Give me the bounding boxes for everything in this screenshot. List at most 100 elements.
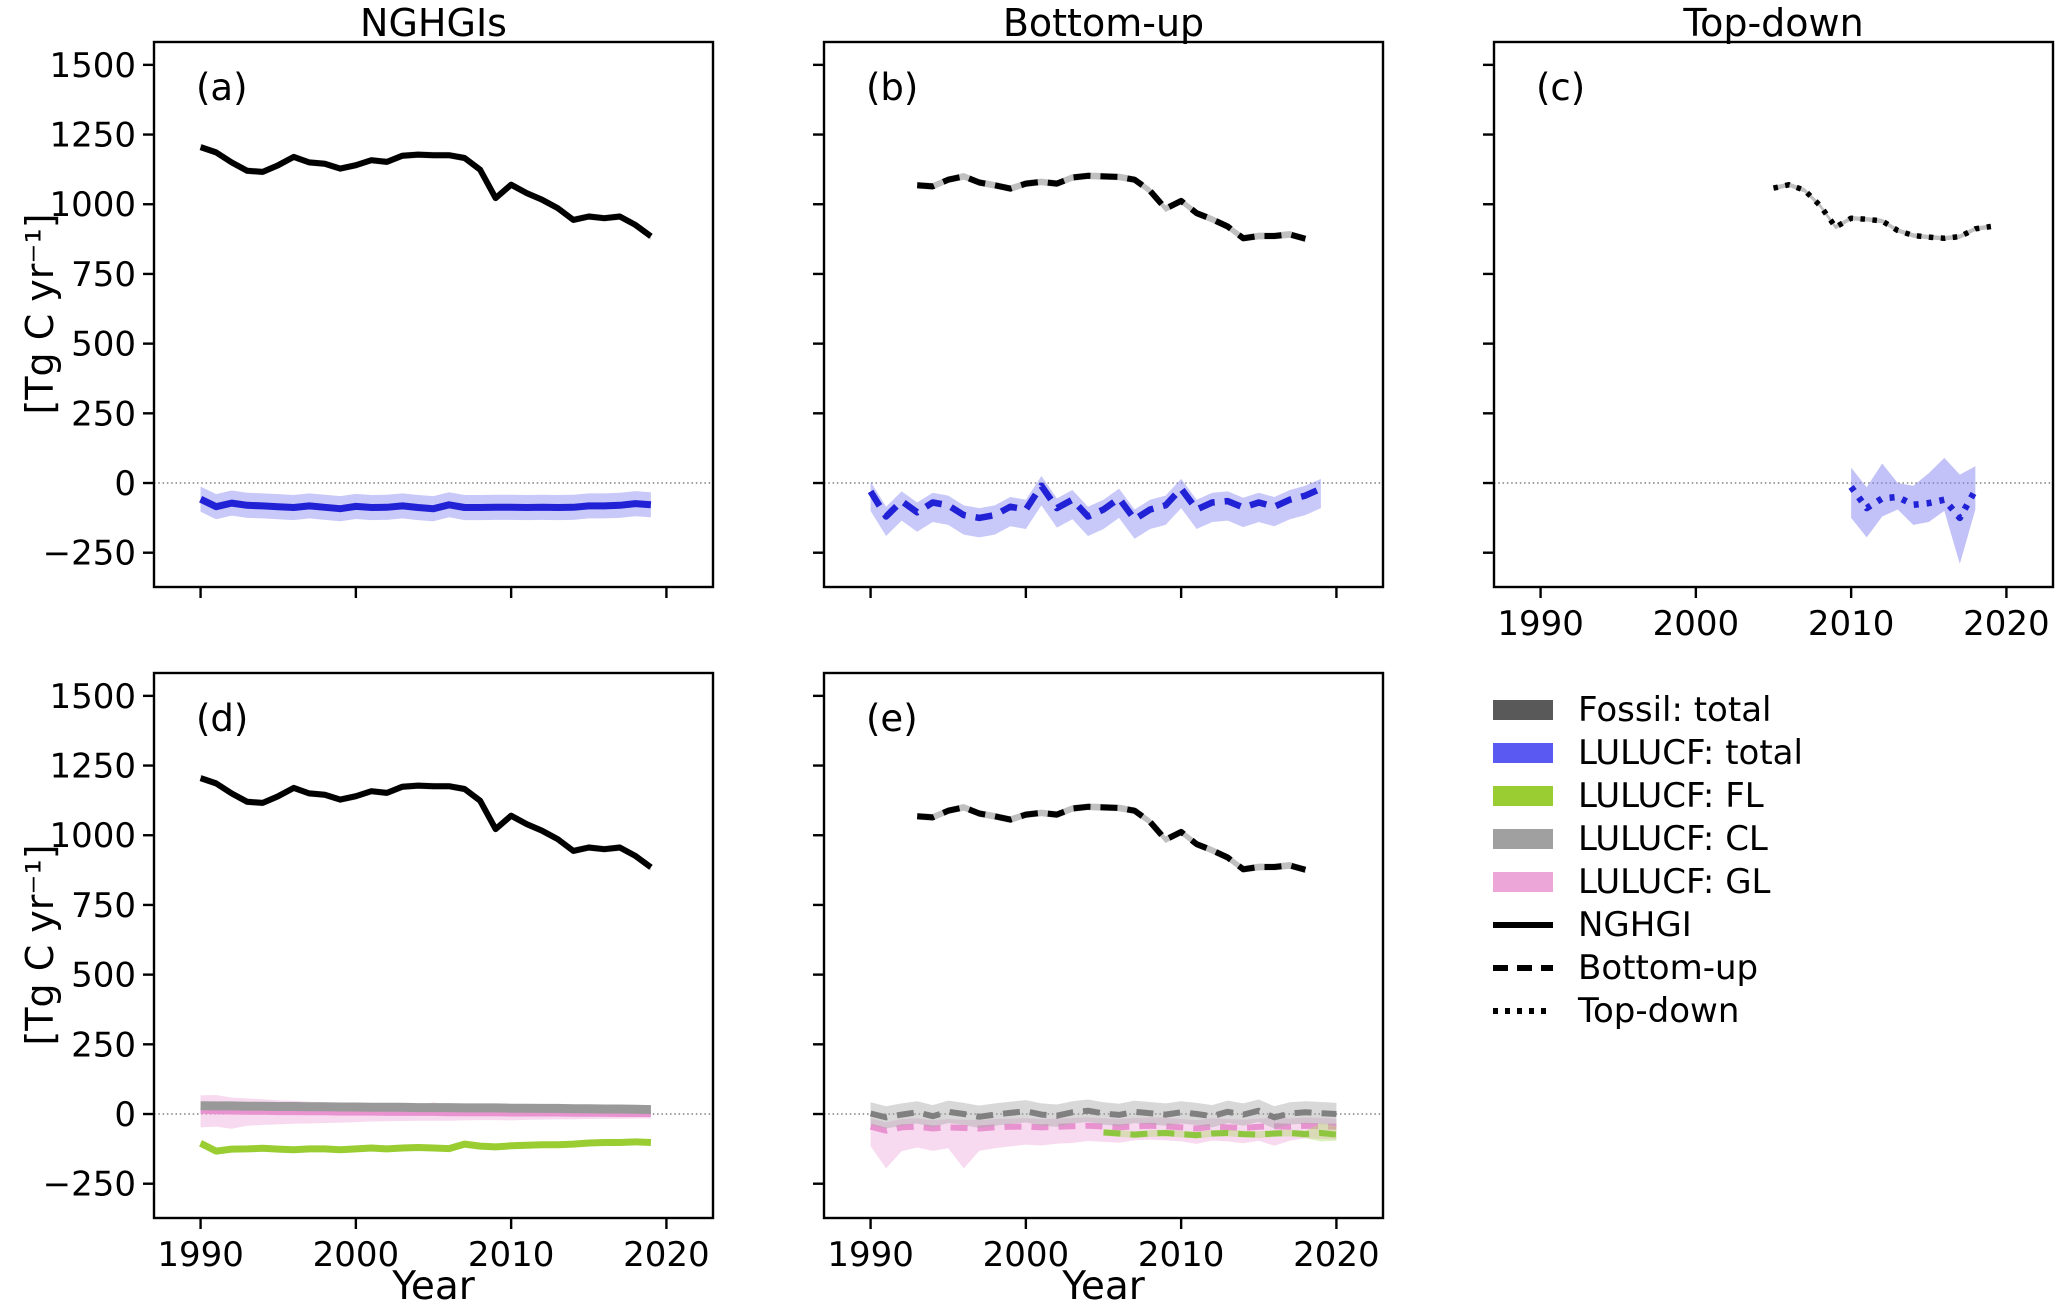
- legend-dotted-line-icon: [1493, 1000, 1553, 1022]
- legend-item-top-down: Top-down: [1493, 989, 1803, 1032]
- column-title-nghgis: NGHGIs: [360, 1, 507, 45]
- legend-item-label: NGHGI: [1578, 904, 1692, 945]
- y-tick-label: 1250: [49, 116, 136, 156]
- panel-letter-a: (a): [196, 66, 248, 109]
- panel-letter-c: (c): [1536, 66, 1586, 109]
- y-tick-label: 0: [114, 1095, 136, 1135]
- band-fossil_nghgi: [200, 143, 651, 240]
- line-lulucf_total_nghgi: [199, 496, 652, 513]
- band-fossil_topdown: [1773, 182, 1991, 241]
- panel-e-plot: 1990 2000 2010 2020: [813, 671, 1385, 1275]
- y-tick-label: −250: [43, 534, 136, 574]
- legend-swatch: [1493, 921, 1553, 928]
- y-tick-label: 750: [71, 255, 136, 295]
- line-lulucf_gl_bottomup: [869, 1122, 1337, 1134]
- panel-letter-e: (e): [866, 697, 918, 740]
- y-tick-label: 1500: [49, 46, 136, 86]
- band-fossil_nghgi: [200, 774, 651, 871]
- x-tick-label: 1990: [1497, 604, 1584, 644]
- x-tick-label: 2000: [313, 1235, 400, 1275]
- panel-a-plot: 1500 1250 1000 750 500 250 0 −250: [43, 40, 715, 598]
- line-fossil_bottomup: [916, 172, 1307, 242]
- line-lulucf_fl_nghgi: [199, 1138, 652, 1155]
- x-tick-label: 2010: [1138, 1235, 1225, 1275]
- legend-swatch: [1493, 742, 1553, 763]
- line-lulucf_gl_nghgi: [200, 1107, 651, 1117]
- legend-color-patch: [1493, 828, 1553, 850]
- x-tick-label: 2000: [1653, 604, 1740, 644]
- band-lulucf_cl_bottomup: [870, 1099, 1337, 1129]
- y-tick-label: 0: [114, 464, 136, 504]
- band-lulucf_total_topdown: [1851, 457, 1976, 564]
- legend-item-lulucf-fl: LULUCF: FL: [1493, 774, 1803, 817]
- legend-solid-line-icon: [1493, 914, 1553, 936]
- y-tick-label: 500: [71, 325, 136, 365]
- line-fossil_topdown: [1772, 181, 1992, 242]
- legend-item-label: LULUCF: CL: [1578, 818, 1768, 859]
- legend-swatch: [1493, 1007, 1553, 1014]
- legend-item-label: Bottom-up: [1578, 947, 1759, 988]
- y-tick-label: 250: [71, 394, 136, 434]
- legend-color-patch: [1493, 871, 1553, 893]
- panel-b-plot: [813, 40, 1385, 598]
- panel-d-plot: 1990 2000 2010 2020 1500 1250 1000 750 500 250 0 −2…: [43, 671, 715, 1275]
- legend-item-label: LULUCF: GL: [1578, 861, 1771, 902]
- axes-box: [1492, 40, 2055, 589]
- legend-swatch: [1493, 964, 1553, 971]
- y-tick-label: 1500: [49, 677, 136, 717]
- x-tick-label: 2020: [623, 1235, 710, 1275]
- axes-box: [152, 40, 715, 589]
- line-lulucf_cl_bottomup: [869, 1107, 1337, 1121]
- legend-item-label: LULUCF: total: [1578, 732, 1803, 773]
- legend-item-lulucf-cl: LULUCF: CL: [1493, 817, 1803, 860]
- x-axis-label-middle: Year: [1062, 1264, 1145, 1309]
- legend-color-patch: [1493, 699, 1553, 721]
- legend-item-bottom-up: Bottom-up: [1493, 946, 1803, 989]
- x-tick-label: 2020: [1293, 1235, 1380, 1275]
- y-tick-label: 1000: [49, 816, 136, 856]
- panel-c-plot: 1990 2000 2010 2020: [1483, 40, 2055, 644]
- band-fossil_bottomup: [917, 172, 1306, 243]
- legend-item-fossil-total: Fossil: total: [1493, 688, 1803, 731]
- legend: Fossil: total LULUCF: total LULUCF: FL LULU…: [1493, 688, 1803, 1032]
- legend-dashed-line-icon: [1493, 957, 1553, 979]
- line-fossil_bottomup: [916, 803, 1307, 873]
- y-tick-label: 500: [71, 956, 136, 996]
- legend-swatch: [1493, 785, 1553, 806]
- axes-box: [152, 671, 715, 1220]
- x-tick-label: 2010: [468, 1235, 555, 1275]
- legend-swatch: [1493, 828, 1553, 849]
- legend-item-label: Top-down: [1578, 990, 1740, 1031]
- legend-item-lulucf-total: LULUCF: total: [1493, 731, 1803, 774]
- legend-item-label: LULUCF: FL: [1578, 775, 1764, 816]
- y-tick-label: 1000: [49, 185, 136, 225]
- legend-color-patch: [1493, 785, 1553, 807]
- axes-box: [822, 671, 1385, 1220]
- band-fossil_bottomup: [917, 803, 1306, 874]
- panel-letter-d: (d): [196, 697, 249, 740]
- y-tick-label: 750: [71, 886, 136, 926]
- band-lulucf_total_nghgi: [200, 486, 651, 522]
- line-fossil_nghgi: [199, 144, 653, 239]
- y-tick-label: −250: [43, 1165, 136, 1205]
- column-title-bottom-up: Bottom-up: [1002, 1, 1205, 45]
- line-lulucf_fl_bottomup: [1103, 1129, 1337, 1139]
- x-tick-label: 2010: [1808, 604, 1895, 644]
- y-tick-label: 1250: [49, 747, 136, 787]
- x-tick-label: 2000: [983, 1235, 1070, 1275]
- y-tick-label: 250: [71, 1025, 136, 1065]
- x-tick-label: 2020: [1963, 604, 2050, 644]
- legend-color-patch: [1493, 742, 1553, 764]
- legend-item-lulucf-gl: LULUCF: GL: [1493, 860, 1803, 903]
- line-fossil_nghgi: [199, 775, 653, 870]
- axes-box: [822, 40, 1385, 589]
- column-title-top-down: Top-down: [1683, 1, 1864, 45]
- x-axis-label-left: Year: [392, 1264, 475, 1309]
- legend-item-nghgi: NGHGI: [1493, 903, 1803, 946]
- line-lulucf_cl_nghgi: [200, 1101, 651, 1115]
- band-lulucf_total_bottomup: [870, 476, 1321, 539]
- panel-letter-b: (b): [866, 66, 919, 109]
- legend-item-label: Fossil: total: [1578, 689, 1772, 730]
- x-tick-label: 1990: [157, 1235, 244, 1275]
